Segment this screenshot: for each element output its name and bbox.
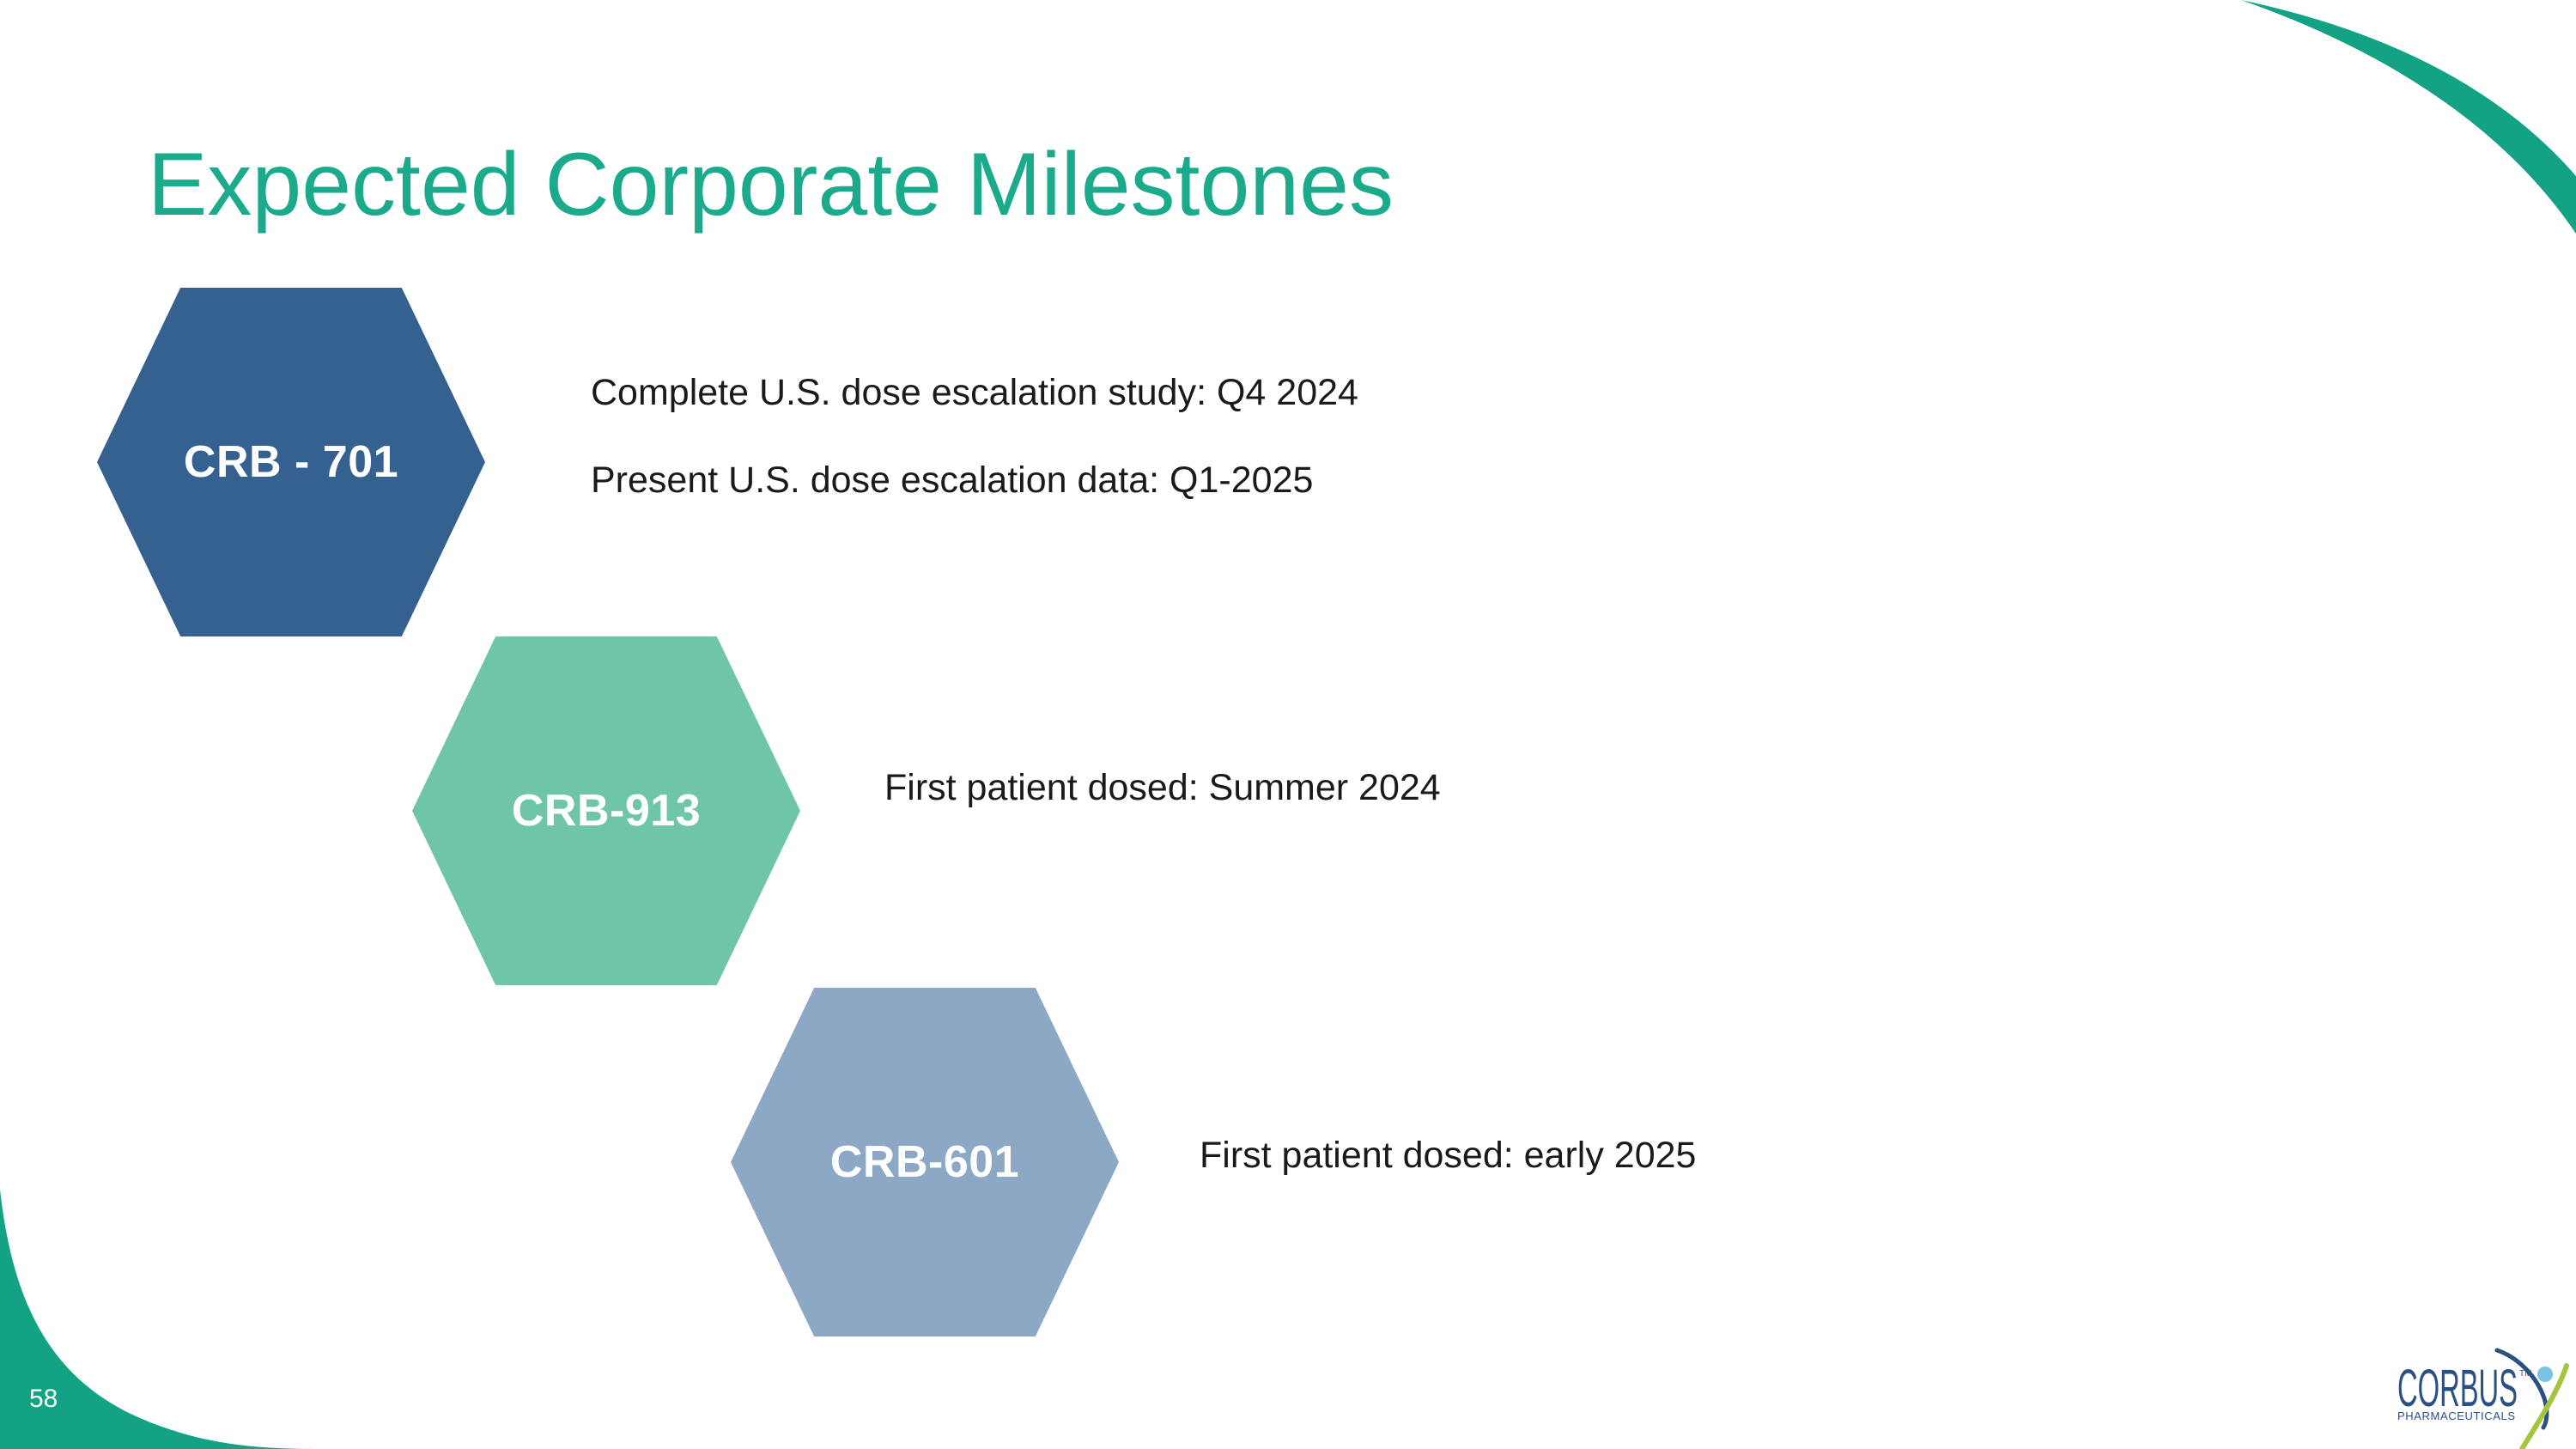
top-right-swoosh-decoration [2241, 0, 2576, 234]
hexagon-crb-601-label: CRB-601 [829, 1137, 1020, 1187]
corner-shape [0, 1190, 322, 1449]
hexagon-crb-601: CRB-601 [731, 988, 1119, 1336]
logo-figure-head-dot [2537, 1367, 2553, 1382]
logo-tagline-text: PHARMACEUTICALS [2397, 1409, 2515, 1422]
slide-title: Expected Corporate Milestones [148, 135, 1394, 234]
hexagon-crb-913: CRB-913 [412, 636, 800, 985]
milestone-crb-701-line-1: Complete U.S. dose escalation study: Q4 … [591, 372, 1358, 413]
milestone-crb-701-line-2: Present U.S. dose escalation data: Q1-20… [591, 460, 1314, 501]
logo-wordmark-text: CORBUS [2397, 1359, 2518, 1417]
corbus-pharmaceuticals-logo: CORBUS TM PHARMACEUTICALS [2397, 1348, 2569, 1449]
hexagon-crb-913-label: CRB-913 [511, 786, 702, 836]
page-number: 58 [29, 1385, 58, 1413]
swoosh-shape [2241, 0, 2576, 234]
milestone-crb-601-line-1: First patient dosed: early 2025 [1200, 1135, 1697, 1176]
logo-figure-lime-curve [2519, 1363, 2569, 1449]
bottom-left-corner-decoration [0, 1190, 322, 1449]
logo-trademark-text: TM [2519, 1369, 2531, 1379]
milestone-crb-913-line-1: First patient dosed: Summer 2024 [884, 767, 1441, 808]
hexagon-crb-701: CRB - 701 [97, 288, 485, 636]
logo-figure-blue-curve [2494, 1348, 2549, 1430]
hexagon-crb-701-label: CRB - 701 [183, 437, 399, 487]
